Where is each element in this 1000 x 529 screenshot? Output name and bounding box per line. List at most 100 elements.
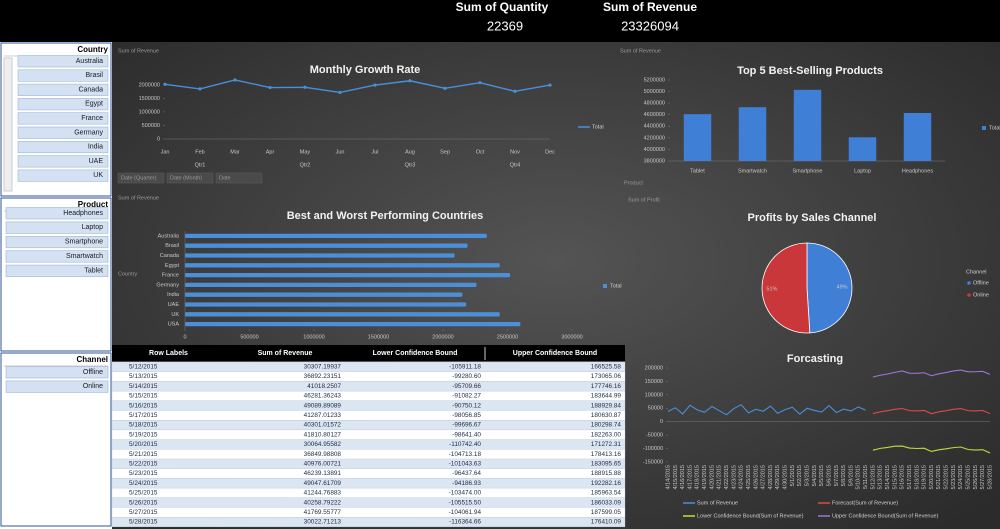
- table-cell: 5/16/2015: [129, 402, 158, 409]
- series-marker: [303, 85, 307, 89]
- slicer-item[interactable]: [17, 169, 109, 182]
- slicer-item[interactable]: [17, 98, 109, 111]
- y-tick-label: 4600000: [644, 112, 665, 118]
- table-cell: 5/26/2015: [129, 499, 158, 506]
- table-cell: 5/23/2015: [129, 470, 158, 477]
- field-button[interactable]: [166, 172, 214, 184]
- kpi-value: 22369: [487, 18, 523, 33]
- x-tick-label: 5/2/2015: [797, 465, 803, 486]
- field-button[interactable]: Sum of Revenue: [118, 48, 159, 54]
- y-tick-label: -100000: [643, 446, 663, 452]
- slicer-item[interactable]: [5, 380, 109, 393]
- table-cell: 166525.58: [591, 364, 622, 371]
- x-tick-label: 5/15/2015: [892, 465, 898, 489]
- x-group-label: Qtr1: [195, 162, 206, 168]
- series-marker: [338, 90, 342, 95]
- table-row: [111, 390, 626, 401]
- slicer-item[interactable]: [5, 221, 109, 234]
- field-button[interactable]: [215, 172, 263, 184]
- table-row: [111, 420, 626, 431]
- table-cell: 180630.87: [591, 412, 622, 419]
- field-button[interactable]: Product: [624, 180, 643, 186]
- series-line: [872, 407, 991, 415]
- slicer-title: Channel: [76, 355, 108, 364]
- table-cell: 41810.80127: [304, 431, 342, 438]
- field-button[interactable]: Country: [118, 271, 138, 277]
- table-row: [111, 381, 626, 392]
- table-row: [111, 487, 626, 498]
- legend-label: Lower Confidence Bound(Sum of Revenue): [697, 513, 804, 519]
- slicer-item-label: India: [88, 144, 103, 151]
- y-tick-label: Egypt: [165, 263, 180, 269]
- x-tick-label: 5/10/2015: [856, 465, 862, 489]
- table-cell: 40301.01572: [304, 422, 342, 429]
- field-button[interactable]: [117, 172, 165, 184]
- slicer-item[interactable]: [17, 83, 109, 96]
- slicer-item[interactable]: [17, 155, 109, 168]
- series-marker: [478, 81, 482, 85]
- x-tick-label: 5/27/2015: [980, 465, 986, 489]
- field-button[interactable]: Sum of Revenue: [118, 195, 159, 201]
- slicer-item[interactable]: [5, 264, 109, 277]
- slicer-item[interactable]: [5, 207, 109, 220]
- x-tick-label: 1500000: [368, 334, 389, 340]
- series-marker: [198, 87, 202, 91]
- slicer-item[interactable]: [17, 112, 109, 125]
- field-button-label: Date (Month): [170, 175, 202, 181]
- table-cell: 5/18/2015: [129, 422, 158, 429]
- x-tick-label: 500000: [240, 334, 258, 340]
- top-bar: [0, 0, 1000, 42]
- slicer-item-label: Canada: [78, 86, 103, 93]
- y-tick-label: 4200000: [644, 135, 665, 141]
- legend-label: Forecast(Sum of Revenue): [832, 500, 898, 506]
- x-tick-label: Tablet: [690, 168, 705, 174]
- x-tick-label: 5/21/2015: [936, 465, 942, 489]
- slicer-item[interactable]: [17, 55, 109, 68]
- legend-swatch: [967, 281, 971, 285]
- x-tick-label: 4/28/2015: [768, 465, 774, 489]
- series-line: [872, 369, 991, 378]
- table-cell: 180298.74: [591, 422, 622, 429]
- table-cell: -104061.94: [449, 509, 482, 516]
- x-tick-label: 5/11/2015: [863, 465, 869, 489]
- table-cell: 5/14/2015: [129, 383, 158, 390]
- y-tick-label: Australia: [158, 233, 180, 239]
- x-tick-label: 5/4/2015: [812, 465, 818, 486]
- table-cell: 5/13/2015: [129, 373, 158, 380]
- table-row: [111, 478, 626, 489]
- legend-swatch: [603, 284, 607, 288]
- field-button[interactable]: Sum of Revenue: [620, 48, 661, 54]
- x-tick-label: 5/13/2015: [878, 465, 884, 489]
- table-cell: 49047.61709: [304, 480, 342, 487]
- field-button[interactable]: Sum of Profit: [628, 197, 660, 203]
- slicer-item[interactable]: [17, 126, 109, 139]
- bar: [185, 263, 500, 268]
- slicer-item[interactable]: [17, 141, 109, 154]
- slicer-item[interactable]: [17, 69, 109, 82]
- table-cell: -90750.12: [452, 402, 481, 409]
- x-tick-label: Headphones: [902, 168, 933, 174]
- table-cell: 5/15/2015: [129, 393, 158, 400]
- slicer-title: Product: [78, 200, 109, 209]
- slicer-item[interactable]: [5, 236, 109, 249]
- slicer-item-label: France: [81, 115, 103, 122]
- y-tick-label: UAE: [168, 302, 180, 308]
- x-tick-label: Jul: [371, 149, 378, 155]
- x-tick-label: 5/8/2015: [841, 465, 847, 486]
- table-cell: 30022.71213: [304, 519, 342, 526]
- table-cell: 30064.95582: [304, 441, 342, 448]
- slicer-item[interactable]: [5, 250, 109, 263]
- table-cell: 5/19/2015: [129, 431, 158, 438]
- x-tick-label: 4/25/2015: [746, 465, 752, 489]
- table-cell: 182263.00: [591, 431, 622, 438]
- bar: [185, 312, 500, 317]
- slicer-item[interactable]: [5, 366, 109, 379]
- y-tick-label: USA: [168, 322, 180, 328]
- field-button-label: Date: [219, 175, 231, 181]
- y-tick-label: 5000000: [644, 89, 665, 95]
- table-cell: 188915.88: [591, 470, 622, 477]
- y-tick-label: 4400000: [644, 124, 665, 130]
- series-line: [667, 404, 866, 416]
- table-cell: -98641.40: [452, 431, 481, 438]
- legend-label: Total: [592, 124, 604, 130]
